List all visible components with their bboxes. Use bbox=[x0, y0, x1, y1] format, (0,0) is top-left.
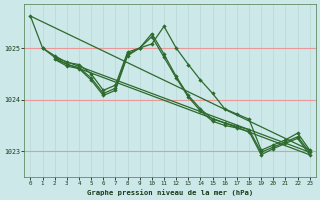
X-axis label: Graphe pression niveau de la mer (hPa): Graphe pression niveau de la mer (hPa) bbox=[87, 189, 253, 196]
